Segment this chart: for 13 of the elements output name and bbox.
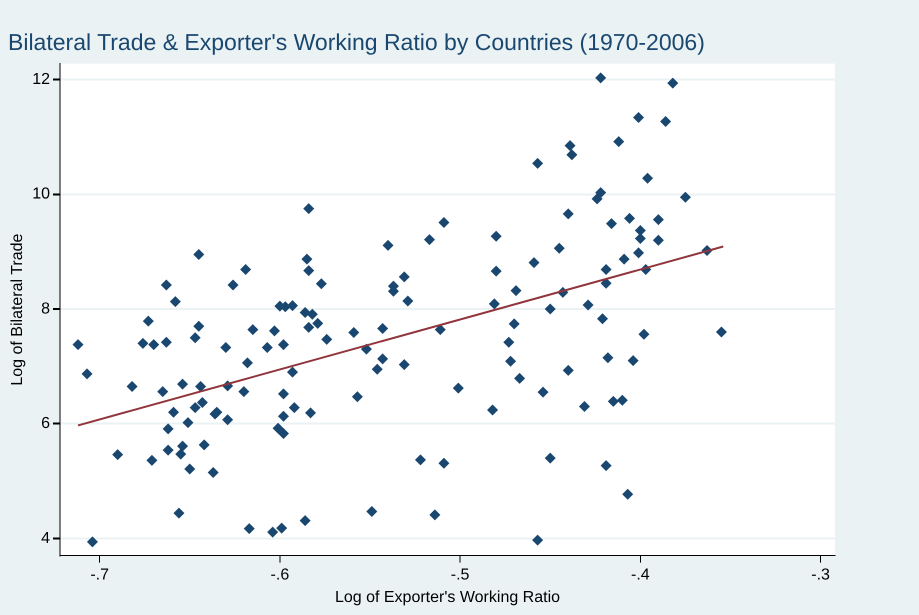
x-tick-label: -.7	[90, 566, 110, 584]
x-tick-label: -.4	[631, 566, 650, 584]
x-tick-label: -.5	[450, 566, 470, 584]
x-axis-title: Log of Exporter's Working Ratio	[334, 588, 560, 606]
y-axis-title: Log of Bilateral Trade	[9, 233, 26, 386]
y-tick-label: 12	[32, 71, 50, 88]
x-tick-label: -.6	[270, 566, 290, 584]
y-tick-label: 8	[41, 300, 50, 318]
chart-title: Bilateral Trade & Exporter's Working Ratio by Countries (1970-2006)	[8, 29, 705, 56]
y-tick-label: 10	[32, 186, 50, 203]
y-tick-label: 6	[41, 415, 50, 432]
x-tick-label: -.3	[811, 566, 830, 584]
y-tick-label: 4	[41, 530, 50, 547]
